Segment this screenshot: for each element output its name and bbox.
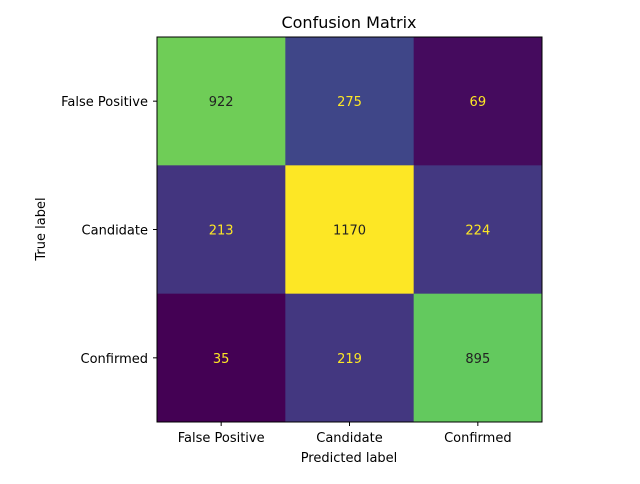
x-tick-label: Confirmed xyxy=(444,431,512,446)
cell-value-label: 219 xyxy=(337,352,362,367)
cell-value-label: 69 xyxy=(470,95,487,110)
y-tick-label: False Positive xyxy=(61,95,148,110)
cell-value-label: 895 xyxy=(465,352,490,367)
y-axis-label: True label xyxy=(34,197,49,261)
x-tick-label: Candidate xyxy=(316,431,382,446)
cell-value-label: 35 xyxy=(213,352,230,367)
heatmap-cell xyxy=(157,293,286,423)
cell-value-label: 922 xyxy=(209,95,234,110)
x-axis-label: Predicted label xyxy=(301,451,398,466)
x-axis-ticks: False Positive Candidate Confirmed xyxy=(178,422,512,446)
cell-value-label: 275 xyxy=(337,95,362,110)
y-axis-ticks: False Positive Candidate Confirmed xyxy=(61,95,157,367)
heatmap-cell xyxy=(285,165,415,295)
heatmap-cells xyxy=(157,37,543,423)
heatmap-cell xyxy=(413,37,543,166)
x-tick-label: False Positive xyxy=(178,431,265,446)
cell-value-label: 1170 xyxy=(333,224,366,239)
cell-value-label: 224 xyxy=(465,224,490,239)
heatmap-cell xyxy=(157,37,286,166)
cell-value-labels: 922 275 69 213 1170 224 35 219 895 xyxy=(209,95,490,367)
heatmap-cell xyxy=(157,165,286,295)
heatmap-cell xyxy=(285,37,415,166)
heatmap-cell xyxy=(285,293,415,423)
heatmap-cell xyxy=(413,165,543,295)
y-tick-label: Candidate xyxy=(82,224,148,239)
heatmap-cell xyxy=(413,293,543,423)
chart-title: Confusion Matrix xyxy=(281,13,416,32)
y-tick-label: Confirmed xyxy=(81,352,149,367)
cell-value-label: 213 xyxy=(209,224,234,239)
